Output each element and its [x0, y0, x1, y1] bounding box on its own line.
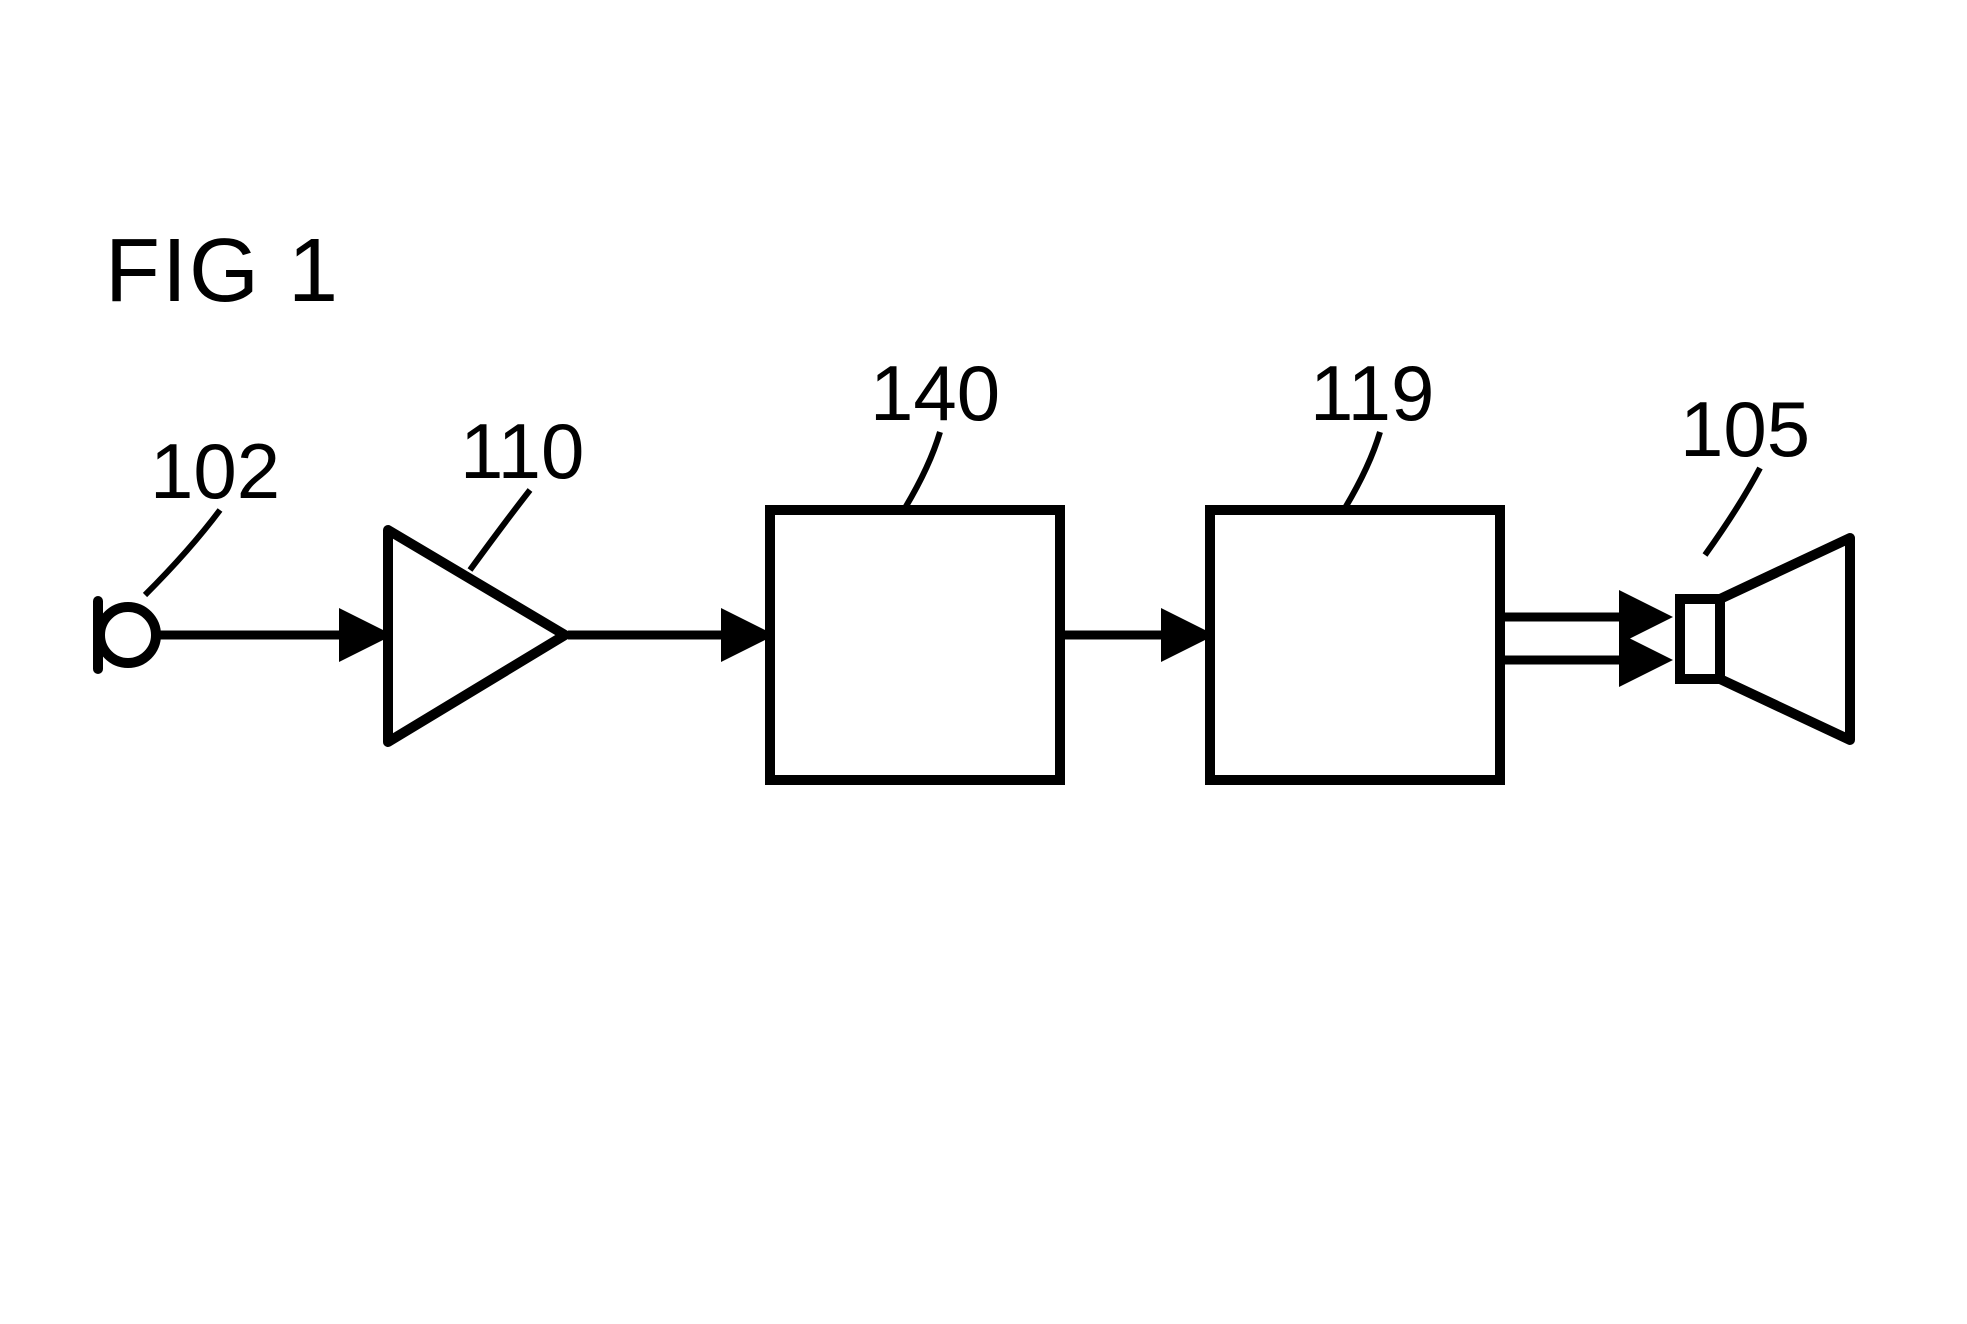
speaker-symbol [1680, 538, 1850, 740]
leader-119 [1345, 432, 1380, 508]
processing-block-140 [770, 510, 1060, 780]
leader-140 [905, 432, 940, 508]
leader-110 [470, 490, 530, 570]
label-102: 102 [150, 427, 280, 515]
leader-102 [145, 510, 220, 595]
label-119: 119 [1310, 349, 1434, 437]
label-110: 110 [460, 407, 584, 495]
diagram-canvas: FIG 1 [0, 0, 1967, 1324]
leader-105 [1705, 468, 1760, 555]
label-105: 105 [1680, 385, 1810, 473]
block-diagram-svg: 102 110 140 119 105 [0, 0, 1967, 1324]
microphone-symbol [98, 601, 156, 669]
label-140: 140 [870, 349, 1000, 437]
processing-block-119 [1210, 510, 1500, 780]
